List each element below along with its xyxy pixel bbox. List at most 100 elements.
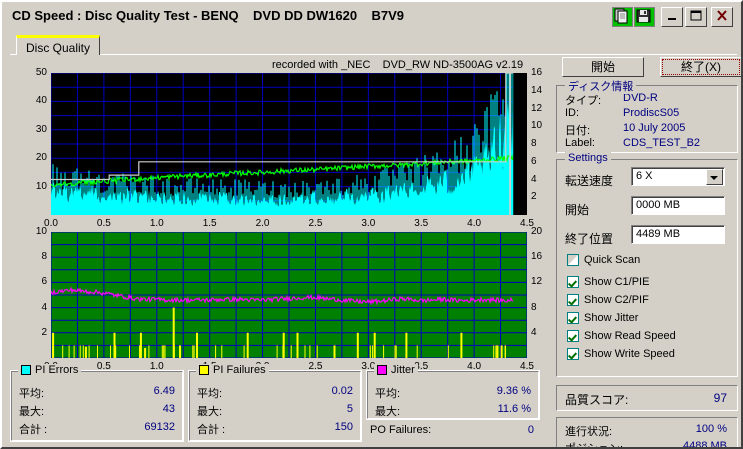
row-value: 69132 (144, 421, 175, 433)
tab-disc-quality[interactable]: Disc Quality (16, 35, 101, 55)
position-value: 4488 MB (682, 440, 727, 449)
x-axis-tick-label: 3.5 (414, 218, 429, 229)
start-button[interactable]: 開始 (562, 57, 644, 77)
checkbox-show-c1-pie[interactable]: Show C1/PIE (567, 276, 649, 288)
disc-info-label: タイプ: (565, 95, 602, 107)
row-label: 平均: (375, 388, 401, 400)
maximize-button[interactable] (685, 7, 707, 27)
row-value: 5 (346, 403, 353, 415)
x-axis-tick-label: 4.5 (520, 218, 534, 229)
x-axis-tick-label: 1.5 (202, 218, 217, 229)
x-axis-tick-label: 3.0 (361, 361, 376, 372)
pi-errors-chart (51, 73, 527, 215)
checkbox-quick-scan[interactable]: Quick Scan (567, 254, 640, 266)
chevron-down-icon[interactable] (706, 169, 723, 185)
checkbox-icon[interactable] (567, 330, 579, 342)
row-label: 合計 : (19, 424, 48, 436)
y-axis-tick-label: 10 (35, 226, 47, 237)
x-axis-tick-label: 4.0 (467, 361, 482, 372)
checkbox-show-write-speed[interactable]: Show Write Speed (567, 348, 675, 360)
speed-select[interactable]: 6 X (631, 167, 725, 186)
exit-button[interactable]: 終了(X) (660, 57, 741, 77)
row-label: 合計 : (197, 424, 226, 436)
stat-group-jitter: Jitter 平均: 9.36 % 最大: 11.6 % (366, 364, 540, 420)
checkbox-icon[interactable] (567, 312, 579, 324)
minimize-button[interactable] (661, 7, 683, 27)
disc-info-label: 日付: (565, 125, 591, 137)
close-button[interactable] (711, 7, 733, 27)
checkbox-icon[interactable] (567, 254, 579, 266)
quality-score-value: 97 (713, 391, 727, 405)
disc-info-fieldset: ディスク情報 タイプ: DVD-R ID: ProdiscS05 日付: 10 … (556, 78, 738, 153)
stat-group-pi-errors: PI Errors 平均: 6.49 最大: 43 合計 : 69132 (10, 364, 184, 442)
x-axis-tick-label: 1.0 (149, 218, 164, 229)
disc-info-legend: ディスク情報 (565, 78, 637, 94)
sidebar: 開始 終了(X) ディスク情報 タイプ: DVD-R ID: ProdiscS0… (548, 55, 741, 447)
jitter-color-swatch (377, 365, 387, 375)
disc-info-label: ID: (565, 107, 580, 119)
checkbox-show-jitter[interactable]: Show Jitter (567, 312, 638, 324)
save-icon[interactable] (634, 7, 655, 27)
position-label: ポジション: (565, 443, 624, 449)
x-axis-tick-label: 2.5 (308, 361, 323, 372)
x-axis-tick-label: 1.0 (149, 361, 164, 372)
window-title: CD Speed : Disc Quality Test - BENQ DVD … (12, 8, 405, 23)
progress-panel: 進行状況: 100 % ポジション: 4488 MB 速度: 6.37 X (556, 417, 738, 449)
checkbox-show-c2-pif[interactable]: Show C2/PIF (567, 294, 649, 306)
y2-axis-tick-label: 16 (531, 251, 543, 263)
y-axis-tick-label: 30 (35, 123, 47, 135)
pi-failures-color-swatch (199, 365, 209, 375)
checkbox-label: Show C2/PIF (584, 294, 649, 306)
stat-group-title-pi-failures: PI Failures (196, 364, 269, 376)
x-axis-tick-label: 0.5 (96, 218, 111, 229)
tab-label: Disc Quality (26, 41, 91, 55)
start-position-input[interactable]: 0000 MB (631, 196, 725, 215)
quality-score-panel: 品質スコア: 97 (556, 385, 738, 411)
row-value: 6.49 (153, 385, 175, 397)
checkbox-label: Show Read Speed (584, 330, 676, 342)
y2-axis-tick-label: 8 (531, 138, 537, 149)
row-label: 平均: (19, 388, 45, 400)
start-button-label: 開始 (590, 60, 615, 74)
row-label: 最大: (197, 406, 223, 418)
y2-axis-tick-label: 12 (531, 276, 543, 288)
row-value: 150 (334, 421, 353, 433)
end-position-label: 終了位置 (565, 232, 614, 246)
checkbox-show-read-speed[interactable]: Show Read Speed (567, 330, 676, 342)
disc-info-value: ProdiscS05 (623, 107, 680, 119)
po-failures-label: PO Failures: (370, 424, 432, 436)
y2-axis-tick-label: 14 (531, 84, 543, 96)
checkbox-icon[interactable] (567, 294, 579, 306)
row-value: 9.36 % (496, 385, 531, 397)
stat-group-title-jitter: Jitter (374, 364, 418, 376)
y2-axis-tick-label: 8 (531, 301, 537, 313)
y-axis-tick-label: 20 (35, 152, 47, 164)
disc-info-value: DVD-R (623, 92, 658, 104)
disc-info-value: 10 July 2005 (623, 122, 686, 134)
x-axis-tick-label: 0.5 (96, 361, 111, 372)
row-value: 43 (162, 403, 175, 415)
y2-axis-tick-label: 4 (531, 326, 537, 338)
progress-value: 100 % (695, 423, 727, 435)
speed-label: 転送速度 (565, 174, 614, 188)
x-axis-tick-label: 0.0 (44, 218, 58, 229)
checkbox-label: Quick Scan (584, 254, 641, 266)
checkbox-icon[interactable] (567, 276, 579, 288)
stat-group-title-pi-errors: PI Errors (18, 364, 82, 376)
y2-axis-tick-label: 4 (531, 173, 537, 185)
end-position-input[interactable]: 4489 MB (631, 225, 725, 244)
checkbox-icon[interactable] (567, 348, 579, 360)
copy-icon[interactable] (612, 7, 633, 27)
row-label: 最大: (375, 406, 401, 418)
po-failures-value: 0 (527, 424, 534, 436)
y2-axis-tick-label: 12 (531, 102, 543, 114)
chart-panel: recorded with _NEC DVD_RW ND-3500AG v2.1… (10, 55, 542, 372)
y2-axis-tick-label: 2 (531, 191, 537, 203)
row-value: 0.02 (331, 385, 353, 397)
y-axis-tick-label: 10 (35, 180, 47, 192)
x-axis-tick-label: 3.5 (414, 361, 429, 372)
y2-axis-tick-label: 20 (531, 226, 543, 237)
exit-button-label: 終了(X) (681, 60, 721, 74)
pi-errors-color-swatch (21, 365, 31, 375)
